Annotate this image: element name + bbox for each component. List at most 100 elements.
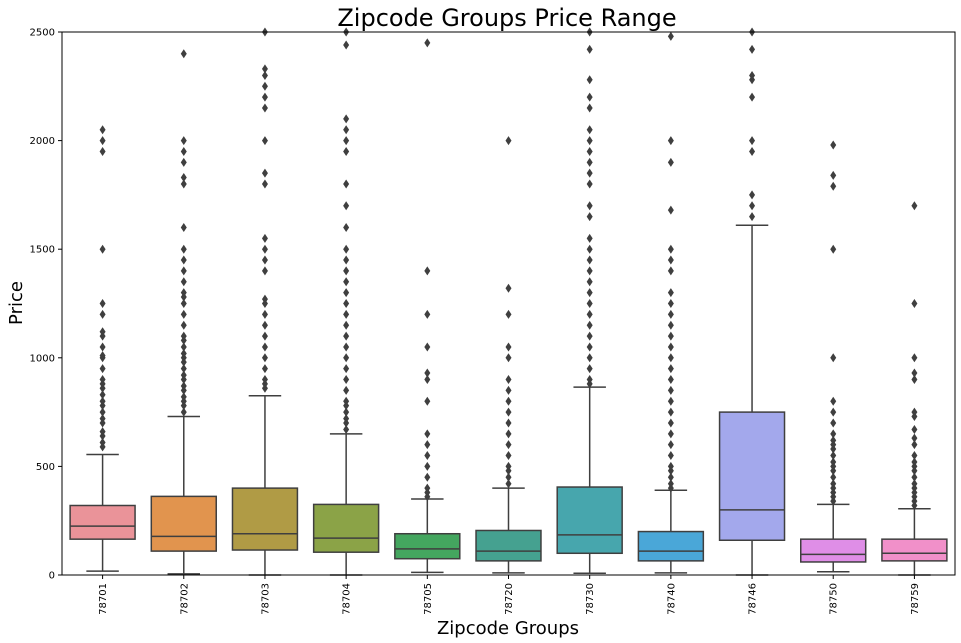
outlier-point bbox=[667, 396, 674, 406]
iqr-box bbox=[312, 503, 380, 553]
outlier-point bbox=[667, 320, 674, 330]
box-78705 bbox=[394, 38, 461, 574]
iqr-box bbox=[69, 504, 136, 540]
outlier-point bbox=[99, 375, 106, 385]
outlier-point bbox=[343, 222, 350, 232]
outlier-point bbox=[343, 342, 350, 352]
outlier-point bbox=[424, 38, 431, 48]
outlier-point bbox=[180, 49, 187, 59]
y-tick-label: 0 bbox=[49, 571, 55, 582]
outlier-point bbox=[180, 392, 187, 402]
outlier-point bbox=[424, 342, 431, 352]
outlier-point bbox=[830, 418, 837, 428]
outlier-point bbox=[261, 70, 268, 80]
outlier-point bbox=[830, 407, 837, 417]
outlier-point bbox=[586, 331, 593, 341]
outlier-point bbox=[586, 146, 593, 156]
outlier-point bbox=[180, 136, 187, 146]
iqr-box bbox=[150, 495, 217, 552]
box-78750 bbox=[800, 140, 867, 573]
y-axis: 0 500 1000 1500 2000 2500 bbox=[30, 28, 62, 582]
outlier-point bbox=[749, 146, 756, 156]
outlier-point bbox=[505, 353, 512, 363]
outlier-point bbox=[586, 136, 593, 146]
outlier-point bbox=[911, 201, 918, 211]
outlier-point bbox=[586, 266, 593, 276]
outlier-point bbox=[180, 348, 187, 358]
outlier-point bbox=[343, 299, 350, 308]
outlier-point bbox=[180, 179, 187, 189]
y-tick-label: 1000 bbox=[30, 353, 55, 364]
outlier-point bbox=[261, 309, 268, 319]
outlier-point bbox=[667, 451, 674, 461]
iqr-box bbox=[881, 538, 948, 562]
x-tick-label: 78720 bbox=[504, 583, 515, 615]
outlier-point bbox=[749, 190, 756, 200]
outlier-point bbox=[586, 364, 593, 374]
outlier-point bbox=[586, 309, 593, 319]
outlier-point bbox=[424, 368, 431, 378]
outlier-point bbox=[586, 103, 593, 113]
outlier-point bbox=[667, 472, 674, 482]
outlier-point bbox=[261, 168, 268, 178]
iqr-box bbox=[800, 538, 867, 563]
x-tick-label: 78703 bbox=[260, 583, 271, 615]
outlier-point bbox=[830, 181, 837, 191]
outlier-point bbox=[424, 483, 431, 493]
outlier-point bbox=[261, 342, 268, 352]
outlier-point bbox=[749, 136, 756, 146]
outlier-point bbox=[830, 396, 837, 406]
outlier-point bbox=[830, 353, 837, 363]
outlier-point bbox=[667, 342, 674, 352]
x-tick-label: 78750 bbox=[829, 583, 840, 615]
outlier-point bbox=[180, 331, 187, 341]
outlier-point bbox=[667, 136, 674, 146]
outlier-point bbox=[99, 146, 106, 156]
outlier-point bbox=[586, 233, 593, 243]
outlier-point bbox=[424, 472, 431, 482]
outlier-point bbox=[180, 277, 187, 287]
outlier-point bbox=[505, 342, 512, 352]
outlier-point bbox=[180, 364, 187, 374]
outlier-point bbox=[261, 244, 268, 254]
y-axis-label: Price bbox=[6, 281, 27, 325]
outlier-point bbox=[830, 170, 837, 180]
iqr-box bbox=[556, 486, 623, 555]
outlier-point bbox=[343, 424, 350, 434]
outlier-point bbox=[586, 125, 593, 135]
outlier-point bbox=[667, 299, 674, 308]
plot-area bbox=[69, 27, 948, 576]
iqr-box bbox=[394, 532, 461, 560]
x-axis: 78701 78702 78703 78704 78705 78720 78730 78740… bbox=[98, 575, 921, 615]
outlier-point bbox=[667, 205, 674, 215]
box-78730 bbox=[556, 27, 623, 575]
outlier-point bbox=[99, 125, 106, 135]
outlier-point bbox=[99, 390, 106, 400]
outlier-point bbox=[667, 288, 674, 298]
outlier-point bbox=[667, 331, 674, 341]
outlier-point bbox=[586, 75, 593, 85]
box-78701 bbox=[69, 125, 136, 572]
outlier-point bbox=[667, 385, 674, 395]
outlier-point bbox=[586, 244, 593, 254]
outlier-point bbox=[505, 309, 512, 319]
outlier-point bbox=[911, 457, 918, 467]
outlier-point bbox=[505, 136, 512, 146]
outlier-point bbox=[99, 427, 106, 437]
outlier-point bbox=[99, 299, 106, 308]
outlier-point bbox=[586, 179, 593, 189]
outlier-point bbox=[261, 375, 268, 385]
outlier-point bbox=[261, 320, 268, 330]
outlier-point bbox=[424, 396, 431, 406]
outlier-point bbox=[505, 440, 512, 450]
outlier-point bbox=[99, 244, 106, 254]
outlier-point bbox=[749, 92, 756, 102]
x-tick-label: 78701 bbox=[98, 583, 109, 615]
outlier-point bbox=[180, 146, 187, 156]
outlier-point bbox=[99, 438, 106, 448]
outlier-point bbox=[180, 222, 187, 232]
outlier-point bbox=[586, 201, 593, 211]
outlier-point bbox=[911, 472, 918, 482]
outlier-point bbox=[667, 255, 674, 265]
